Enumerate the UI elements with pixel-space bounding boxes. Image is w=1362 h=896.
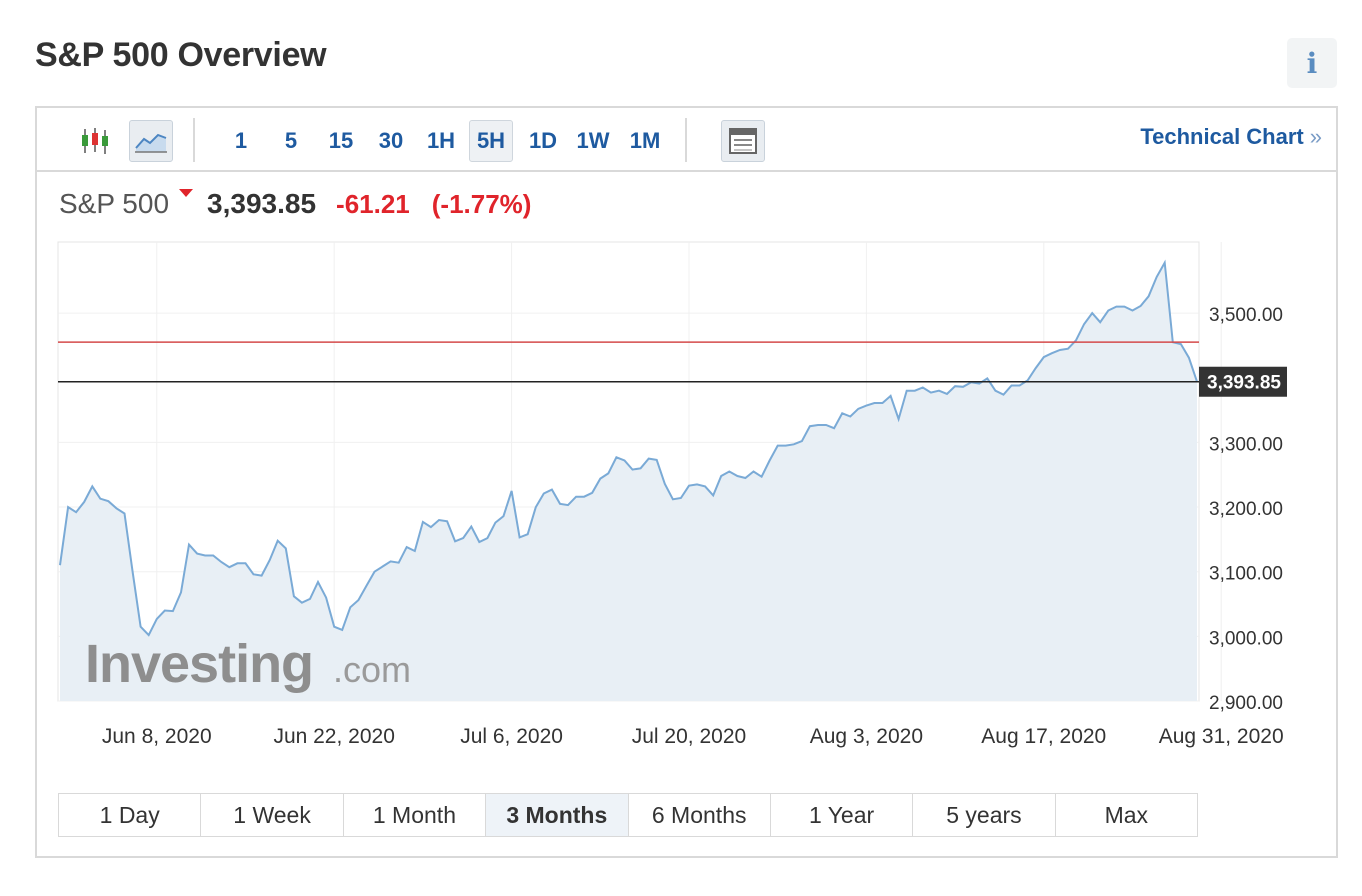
interval-30[interactable]: 30 bbox=[378, 128, 404, 153]
interval-1d[interactable]: 1D bbox=[528, 128, 558, 153]
y-tick-label: 2,900.00 bbox=[1209, 693, 1283, 714]
price-line bbox=[59, 259, 1198, 637]
investing-watermark-suffix: .com bbox=[333, 649, 411, 690]
x-tick-label: Jun 22, 2020 bbox=[273, 725, 394, 748]
info-button[interactable]: i bbox=[1287, 38, 1337, 88]
y-tick-label: 3,300.00 bbox=[1209, 434, 1283, 455]
price-change: -61.21 bbox=[336, 189, 410, 219]
x-tick-label: Aug 31, 2020 bbox=[1159, 725, 1284, 748]
x-tick-label: Aug 3, 2020 bbox=[810, 725, 923, 748]
price-change-percent: (-1.77%) bbox=[431, 189, 532, 219]
x-tick-label: Aug 17, 2020 bbox=[981, 725, 1106, 748]
y-tick-label: 3,100.00 bbox=[1209, 564, 1283, 585]
range-1-day[interactable]: 1 Day bbox=[59, 794, 202, 836]
technical-chart-label: Technical Chart bbox=[1140, 124, 1304, 149]
interval-15[interactable]: 15 bbox=[328, 128, 354, 153]
interval-5h[interactable]: 5H bbox=[469, 120, 513, 162]
technical-chart-link[interactable]: Technical Chart» bbox=[1140, 124, 1322, 150]
range-3-months[interactable]: 3 Months bbox=[486, 794, 629, 836]
interval-1m[interactable]: 1M bbox=[629, 128, 661, 153]
range-1-year[interactable]: 1 Year bbox=[771, 794, 914, 836]
interval-5[interactable]: 5 bbox=[284, 128, 298, 153]
last-price: 3,393.85 bbox=[207, 188, 317, 219]
range-1-week[interactable]: 1 Week bbox=[201, 794, 344, 836]
time-range-selector: 1 Day 1 Week 1 Month 3 Months 6 Months 1 Year… bbox=[58, 793, 1198, 837]
table-view-icon[interactable] bbox=[721, 120, 765, 162]
range-5-years[interactable]: 5 years bbox=[913, 794, 1056, 836]
investing-watermark: Investing bbox=[85, 634, 313, 694]
x-tick-label: Jul 20, 2020 bbox=[632, 725, 746, 748]
instrument-name: S&P 500 bbox=[59, 188, 170, 219]
quote-summary: S&P 500 3,393.85 -61.21 (-1.77%) bbox=[59, 188, 531, 220]
y-tick-label: 3,200.00 bbox=[1209, 499, 1283, 520]
area-chart-icon[interactable] bbox=[129, 120, 173, 162]
y-tick-label: 3,000.00 bbox=[1209, 628, 1283, 649]
x-tick-label: Jul 6, 2020 bbox=[460, 725, 563, 748]
double-chevron-right-icon: » bbox=[1309, 124, 1322, 149]
price-chart[interactable]: 3,500.00 3,300.00 3,200.00 3,100.00 3,000.00… bbox=[37, 108, 1336, 788]
y-tick-label: 3,500.00 bbox=[1209, 305, 1283, 326]
chart-widget: 1 5 15 30 1H 5H 1D 1W 1M Technical Chart» S&P 50… bbox=[35, 106, 1338, 858]
last-price-badge bbox=[1199, 366, 1287, 397]
range-max[interactable]: Max bbox=[1104, 801, 1149, 828]
arrow-down-icon bbox=[179, 189, 194, 197]
range-6-months[interactable]: 6 Months bbox=[629, 794, 771, 836]
interval-1h[interactable]: 1H bbox=[426, 128, 456, 153]
info-icon: i bbox=[1306, 46, 1318, 80]
range-1-month[interactable]: 1 Month bbox=[344, 794, 487, 836]
candlestick-chart-icon[interactable] bbox=[73, 120, 117, 162]
page-title: S&P 500 Overview bbox=[35, 36, 327, 74]
price-area bbox=[60, 262, 1197, 701]
x-tick-label: Jun 8, 2020 bbox=[102, 725, 212, 748]
last-price-badge-label: 3,393.85 bbox=[1207, 373, 1281, 394]
chart-toolbar: 1 5 15 30 1H 5H 1D 1W 1M Technical Chart» bbox=[37, 108, 1336, 172]
interval-1w[interactable]: 1W bbox=[576, 128, 610, 153]
interval-1[interactable]: 1 bbox=[234, 128, 248, 153]
